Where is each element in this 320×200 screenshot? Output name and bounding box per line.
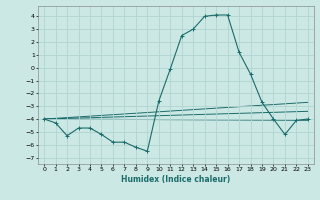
X-axis label: Humidex (Indice chaleur): Humidex (Indice chaleur) xyxy=(121,175,231,184)
